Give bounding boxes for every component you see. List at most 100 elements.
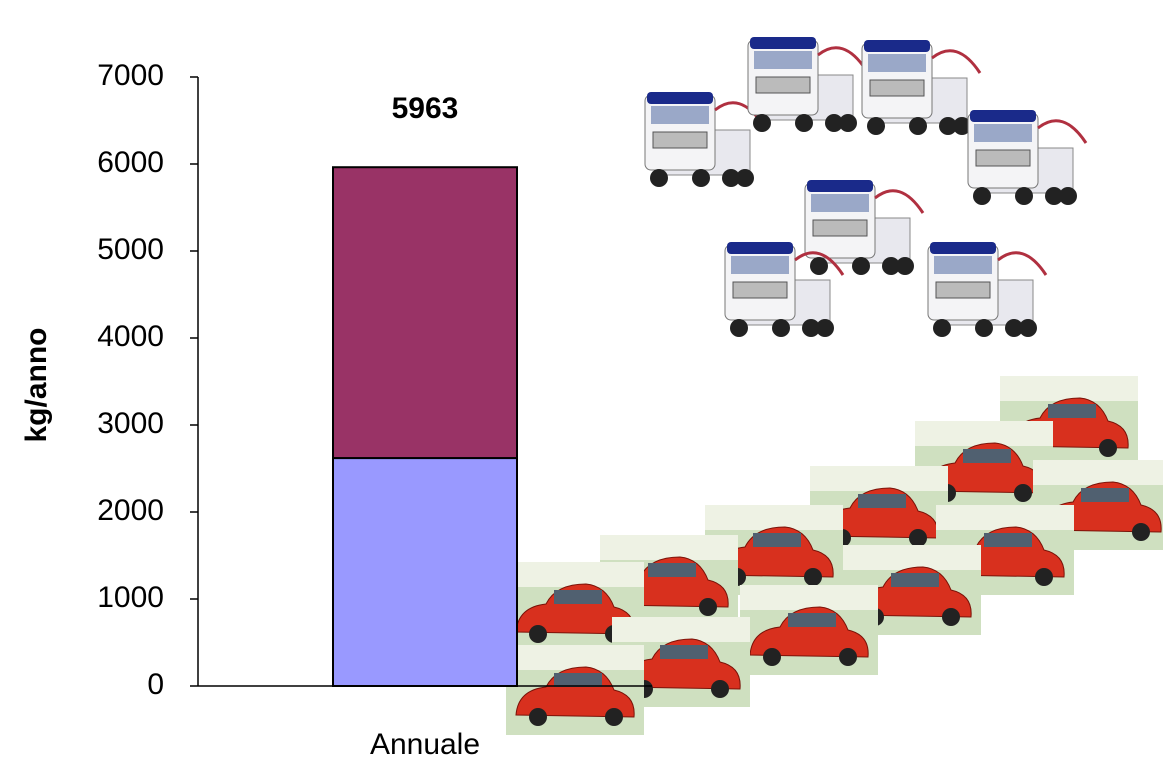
- truck-wheel: [772, 319, 790, 337]
- truck-wheel: [839, 114, 857, 132]
- truck-window: [868, 54, 926, 72]
- truck-grille: [976, 150, 1030, 166]
- car-sky: [705, 505, 843, 530]
- car-window: [788, 613, 836, 627]
- car-wheel: [699, 598, 717, 616]
- truck-roof: [864, 40, 930, 52]
- truck-grille: [733, 282, 787, 298]
- illustrations: [506, 37, 1163, 735]
- truck-window: [651, 106, 709, 124]
- car-window: [554, 673, 602, 687]
- truck-wheel: [795, 114, 813, 132]
- truck-grille: [813, 220, 867, 236]
- car-window: [1048, 404, 1096, 418]
- truck-crane: [875, 191, 923, 213]
- y-tick-label: 1000: [97, 581, 164, 614]
- car-window: [554, 590, 602, 604]
- truck-wheel: [909, 117, 927, 135]
- chart: kg/anno 0 1000 2000 3000 4000 5000 6000 7000 596…: [0, 0, 1163, 759]
- truck-window: [731, 256, 789, 274]
- truck-wheel: [973, 187, 991, 205]
- truck-wheel: [692, 169, 710, 187]
- truck-window: [754, 51, 812, 69]
- y-tick-label: 7000: [97, 59, 164, 92]
- car-window: [660, 645, 708, 659]
- truck-icon: [862, 40, 980, 135]
- truck-wheel: [753, 114, 771, 132]
- truck-window: [934, 256, 992, 274]
- y-tick-label: 0: [147, 668, 164, 701]
- truck-wheel: [730, 319, 748, 337]
- truck-icon: [805, 180, 923, 275]
- truck-window: [974, 124, 1032, 142]
- car-sky: [936, 505, 1074, 530]
- truck-crane: [932, 51, 980, 73]
- car-sky: [915, 421, 1053, 446]
- car-icon: [740, 585, 878, 675]
- truck-wheel: [810, 257, 828, 275]
- truck-roof: [750, 37, 816, 49]
- truck-crane: [818, 48, 866, 70]
- bar-segment: [333, 167, 517, 458]
- car-wheel: [529, 708, 547, 726]
- y-tick-label: 5000: [97, 233, 164, 266]
- car-wheel: [1099, 439, 1117, 457]
- car-window: [648, 563, 696, 577]
- truck-roof: [647, 92, 713, 104]
- car-sky: [506, 562, 644, 587]
- total-label: 5963: [392, 92, 459, 125]
- car-sky: [843, 545, 981, 570]
- y-tick-label: 2000: [97, 494, 164, 527]
- truck-grille: [653, 132, 707, 148]
- truck-icon: [725, 242, 843, 337]
- truck-roof: [807, 180, 873, 192]
- car-sky: [506, 645, 644, 670]
- bar-segment: [333, 458, 517, 686]
- truck-wheel: [933, 319, 951, 337]
- car-sky: [740, 585, 878, 610]
- truck-wheel: [736, 169, 754, 187]
- car-wheel: [763, 648, 781, 666]
- car-wheel: [942, 608, 960, 626]
- y-tick-label: 3000: [97, 407, 164, 440]
- car-window: [984, 533, 1032, 547]
- car-window: [858, 494, 906, 508]
- truck-grille: [756, 77, 810, 93]
- x-tick-label: Annuale: [370, 728, 480, 759]
- car-wheel: [804, 568, 822, 586]
- truck-roof: [727, 242, 793, 254]
- car-sky: [612, 617, 750, 642]
- car-window: [963, 449, 1011, 463]
- car-sky: [1000, 376, 1138, 401]
- truck-roof: [930, 242, 996, 254]
- car-window: [1081, 488, 1129, 502]
- car-wheel: [529, 625, 547, 643]
- y-tick-label: 6000: [97, 146, 164, 179]
- truck-wheel: [1019, 319, 1037, 337]
- y-tick-label: 4000: [97, 320, 164, 353]
- car-wheel: [839, 648, 857, 666]
- truck-wheel: [975, 319, 993, 337]
- truck-wheel: [867, 117, 885, 135]
- car-wheel: [1132, 523, 1150, 541]
- car-wheel: [1014, 484, 1032, 502]
- truck-icon: [928, 242, 1046, 337]
- truck-roof: [970, 110, 1036, 122]
- truck-wheel: [1059, 187, 1077, 205]
- car-wheel: [1035, 568, 1053, 586]
- truck-window: [811, 194, 869, 212]
- truck-wheel: [816, 319, 834, 337]
- truck-icon: [968, 110, 1086, 205]
- truck-wheel: [650, 169, 668, 187]
- truck-grille: [870, 80, 924, 96]
- car-sky: [810, 466, 948, 491]
- truck-wheel: [896, 257, 914, 275]
- truck-icon: [645, 92, 763, 187]
- truck-wheel: [1015, 187, 1033, 205]
- truck-crane: [1038, 121, 1086, 143]
- car-wheel: [711, 680, 729, 698]
- truck-grille: [936, 282, 990, 298]
- y-axis-label: kg/anno: [20, 327, 53, 442]
- truck-wheel: [852, 257, 870, 275]
- truck-icon: [748, 37, 866, 132]
